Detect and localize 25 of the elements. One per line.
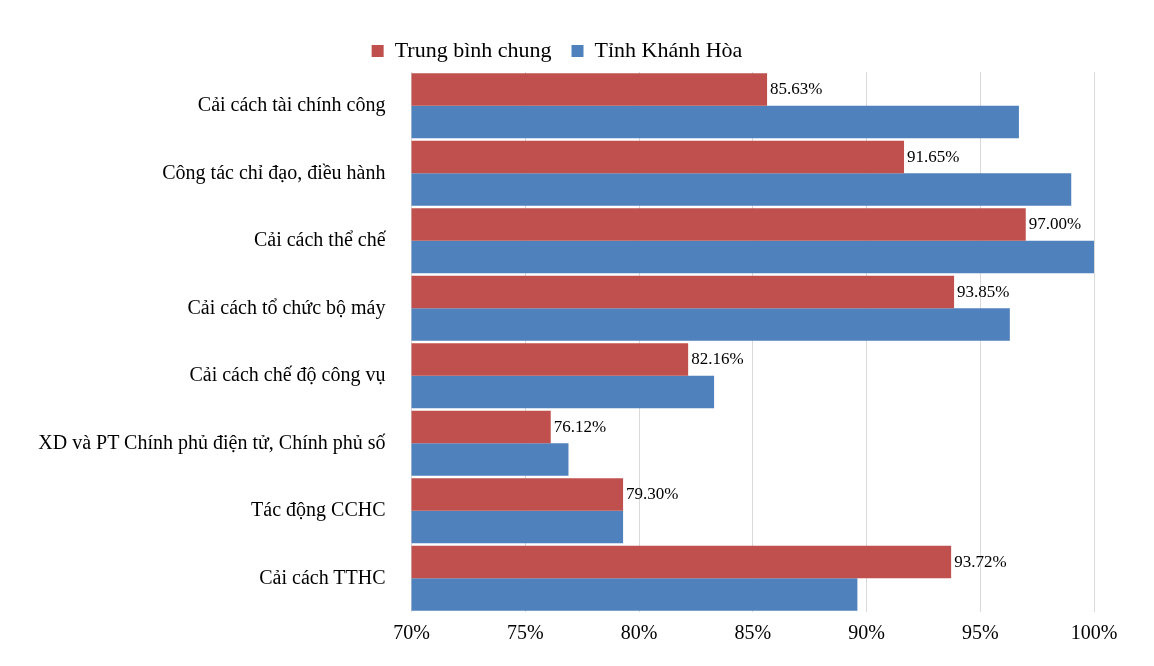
x-tick-label: 95% (961, 621, 999, 644)
y-tick-label: Công tác chỉ đạo, điều hành (162, 160, 386, 184)
data-label: 79.30% (626, 484, 679, 504)
legend-label: Tỉnh Khánh Hòa (594, 36, 743, 62)
x-tick-label: 75% (506, 621, 544, 644)
data-label: 76.12% (553, 416, 607, 436)
y-tick-label: Cải cách tổ chức bộ máy (187, 295, 386, 319)
data-label: 85.63% (770, 79, 823, 99)
y-tick-label: Tác động CCHC (251, 498, 386, 521)
y-tick-label: Cải cách chế độ công vụ (189, 363, 386, 386)
y-tick-label: Cải cách thể chế (253, 228, 387, 250)
x-tick-label: 100% (1070, 621, 1118, 644)
y-tick-label: XD và PT Chính phủ điện tử, Chính phủ số (38, 430, 386, 454)
data-label: 93.72% (954, 551, 1007, 571)
data-label: 82.16% (691, 349, 744, 369)
x-tick-label: 70% (393, 621, 430, 644)
data-label: 97.00% (1028, 214, 1082, 234)
y-tick-label: Cải cách TTHC (259, 565, 386, 588)
data-label: 93.85% (957, 281, 1010, 301)
x-tick-label: 90% (848, 621, 885, 644)
y-tick-label: Cải cách tài chính công (197, 93, 386, 116)
legend-label: Trung bình chung (394, 36, 552, 62)
x-tick-label: 85% (734, 621, 772, 644)
x-tick-label: 80% (620, 621, 658, 644)
data-label: 91.65% (907, 146, 960, 166)
